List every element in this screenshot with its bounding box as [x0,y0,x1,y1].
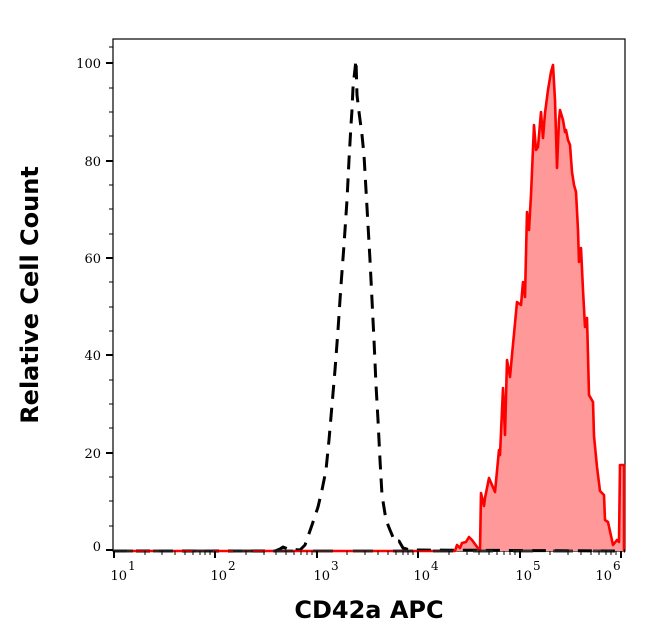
svg-text:10: 10 [413,569,430,584]
x-tick-label-1e2: 10 2 [210,559,235,584]
svg-text:10: 10 [595,569,612,584]
stained-histogram-fill [455,65,624,551]
y-axis [106,46,113,551]
svg-text:10: 10 [110,569,127,584]
x-axis-title: CD42a APC [294,596,443,624]
svg-text:10: 10 [313,569,330,584]
control-histogram-dashed [113,58,626,553]
svg-text:1: 1 [128,559,136,573]
svg-text:6: 6 [613,559,621,573]
svg-text:4: 4 [431,559,439,573]
x-axis [113,551,622,558]
y-tick-label-0: 0 [93,540,101,555]
svg-text:3: 3 [331,559,339,573]
y-tick-label-40: 40 [84,349,101,364]
y-tick-labels: 0 20 40 60 80 100 [76,57,101,555]
y-tick-label-80: 80 [84,155,101,170]
x-tick-label-1e3: 10 3 [313,559,338,584]
y-axis-title: Relative Cell Count [16,166,44,424]
x-tick-label-1e1: 10 1 [110,559,135,584]
svg-text:2: 2 [228,559,236,573]
x-tick-labels: 10 1 10 2 10 3 10 4 10 5 10 6 [110,559,620,584]
x-tick-label-1e5: 10 5 [515,559,540,584]
svg-text:10: 10 [210,569,227,584]
x-tick-label-1e6: 10 6 [595,559,620,584]
y-tick-label-100: 100 [76,57,101,72]
y-tick-label-20: 20 [84,447,101,462]
svg-text:5: 5 [533,559,541,573]
stained-histogram-outline [113,63,626,553]
y-tick-label-60: 60 [84,252,101,267]
x-tick-label-1e4: 10 4 [413,559,439,584]
svg-text:10: 10 [515,569,532,584]
